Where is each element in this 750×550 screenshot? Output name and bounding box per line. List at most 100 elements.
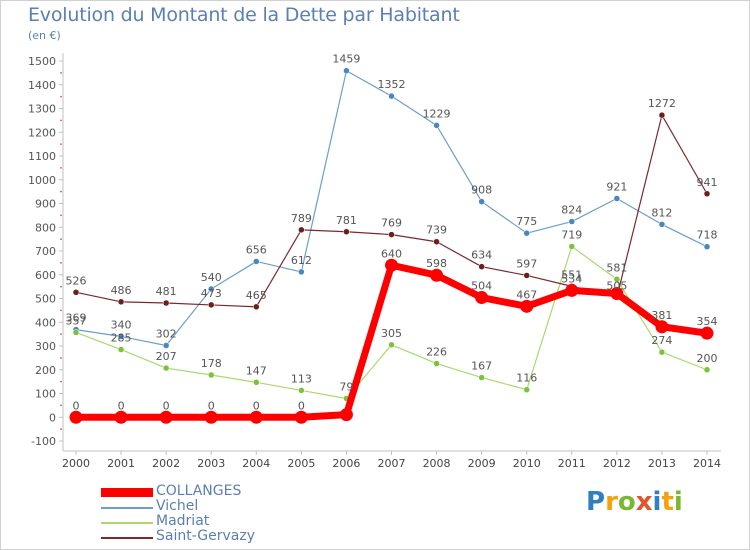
- data-label-vichel: 812: [651, 206, 672, 219]
- data-label-vichel: 824: [561, 204, 582, 217]
- y-tick-label: 400: [35, 316, 56, 329]
- data-point-vichel: [613, 195, 621, 202]
- data-label-vichel: 1229: [423, 107, 451, 120]
- data-label-vichel: 921: [606, 181, 627, 194]
- data-label-madriat: 719: [561, 228, 582, 241]
- data-point-vichel: [433, 122, 440, 129]
- data-label-saint-gervazy: 551: [561, 268, 582, 281]
- data-label-collanges: 0: [298, 399, 305, 412]
- data-point-vichel: [703, 243, 711, 250]
- data-label-vichel: 908: [471, 184, 492, 197]
- data-point-saint-gervazy: [253, 303, 260, 311]
- data-point-saint-gervazy: [478, 263, 485, 270]
- y-tick-label: 100: [35, 388, 56, 401]
- y-minor-tick: [60, 238, 62, 241]
- x-tick-label: 2009: [468, 457, 496, 470]
- data-label-saint-gervazy: 739: [426, 224, 447, 237]
- data-label-madriat: 357: [66, 314, 87, 327]
- data-label-vichel: 1352: [378, 78, 406, 91]
- data-label-madriat: 116: [516, 372, 537, 385]
- data-point-saint-gervazy: [703, 190, 711, 198]
- data-point-collanges: [294, 410, 308, 424]
- y-minor-tick: [60, 333, 62, 336]
- data-point-vichel: [388, 92, 395, 100]
- y-tick-label: 1000: [28, 174, 56, 187]
- data-point-vichel: [478, 198, 485, 205]
- x-tick-label: 2003: [197, 457, 225, 470]
- data-point-madriat: [433, 360, 440, 367]
- data-point-collanges: [610, 287, 624, 301]
- data-label-madriat: 207: [156, 350, 177, 363]
- x-tick-label: 2008: [423, 457, 451, 470]
- legend-swatch-madriat: [101, 522, 153, 524]
- data-label-vichel: 656: [246, 243, 267, 256]
- legend-swatch-saint-gervazy: [101, 537, 153, 539]
- data-point-saint-gervazy: [658, 111, 666, 119]
- data-label-collanges: 381: [651, 309, 672, 322]
- y-minor-tick: [60, 380, 62, 383]
- y-tick-label: 700: [35, 245, 56, 258]
- data-point-madriat: [162, 364, 170, 372]
- data-label-collanges: 0: [253, 399, 260, 412]
- data-label-saint-gervazy: 941: [697, 176, 718, 189]
- data-label-collanges: 0: [208, 399, 215, 412]
- data-point-collanges: [339, 408, 353, 422]
- legend-label-collanges: COLLANGES: [156, 483, 242, 499]
- x-tick-label: 2012: [603, 457, 631, 470]
- data-label-saint-gervazy: 505: [606, 279, 627, 292]
- chart-title: Evolution du Montant de la Dette par Hab…: [28, 4, 460, 26]
- legend-swatch-collanges: [101, 488, 153, 497]
- y-tick-label: 1500: [28, 55, 56, 68]
- data-label-madriat: 200: [697, 352, 718, 365]
- data-point-collanges: [565, 283, 579, 297]
- data-point-collanges: [159, 410, 173, 424]
- data-label-saint-gervazy: 481: [156, 285, 177, 298]
- x-tick-label: 2006: [332, 457, 360, 470]
- data-point-madriat: [613, 276, 621, 283]
- y-minor-tick: [60, 404, 62, 407]
- data-point-madriat: [72, 329, 80, 336]
- data-point-saint-gervazy: [343, 228, 350, 236]
- data-point-madriat: [703, 366, 711, 373]
- data-label-saint-gervazy: 781: [336, 214, 357, 227]
- data-label-vichel: 540: [201, 271, 222, 284]
- data-label-madriat: 167: [471, 360, 492, 373]
- data-label-saint-gervazy: 465: [246, 289, 267, 302]
- y-minor-tick: [60, 309, 62, 312]
- data-point-vichel: [658, 221, 666, 228]
- y-minor-tick: [60, 95, 62, 98]
- y-tick-label: 500: [35, 293, 56, 306]
- y-tick-label: 0: [49, 411, 56, 424]
- data-point-vichel: [117, 333, 125, 340]
- data-point-madriat: [117, 346, 125, 353]
- data-point-collanges: [520, 299, 534, 313]
- data-label-madriat: 274: [651, 334, 672, 347]
- data-point-saint-gervazy: [162, 299, 170, 307]
- data-point-vichel: [162, 342, 170, 349]
- data-point-vichel: [207, 285, 215, 293]
- data-label-saint-gervazy: 769: [381, 217, 402, 230]
- x-tick-label: 2000: [62, 457, 90, 470]
- y-tick-label: 1300: [28, 103, 56, 116]
- x-tick-label: 2011: [558, 457, 586, 470]
- data-label-madriat: 178: [201, 357, 222, 370]
- data-label-collanges: 0: [118, 399, 125, 412]
- legend-swatch-vichel: [101, 507, 153, 509]
- y-tick-label: 600: [35, 269, 56, 282]
- data-label-collanges: 640: [381, 247, 402, 260]
- data-label-collanges: 467: [516, 288, 537, 301]
- data-point-madriat: [523, 386, 530, 393]
- data-point-madriat: [207, 371, 215, 379]
- y-minor-tick: [60, 285, 62, 288]
- y-tick-label: 200: [35, 364, 56, 377]
- data-point-madriat: [298, 387, 305, 394]
- data-point-vichel: [568, 218, 576, 225]
- data-point-saint-gervazy: [388, 231, 395, 238]
- x-tick-label: 2010: [513, 457, 541, 470]
- data-label-saint-gervazy: 486: [111, 284, 132, 297]
- y-tick-label: -100: [31, 435, 56, 448]
- data-label-saint-gervazy: 526: [66, 274, 87, 287]
- data-label-madriat: 581: [606, 261, 627, 274]
- legend-label-madriat: Madriat: [156, 513, 210, 529]
